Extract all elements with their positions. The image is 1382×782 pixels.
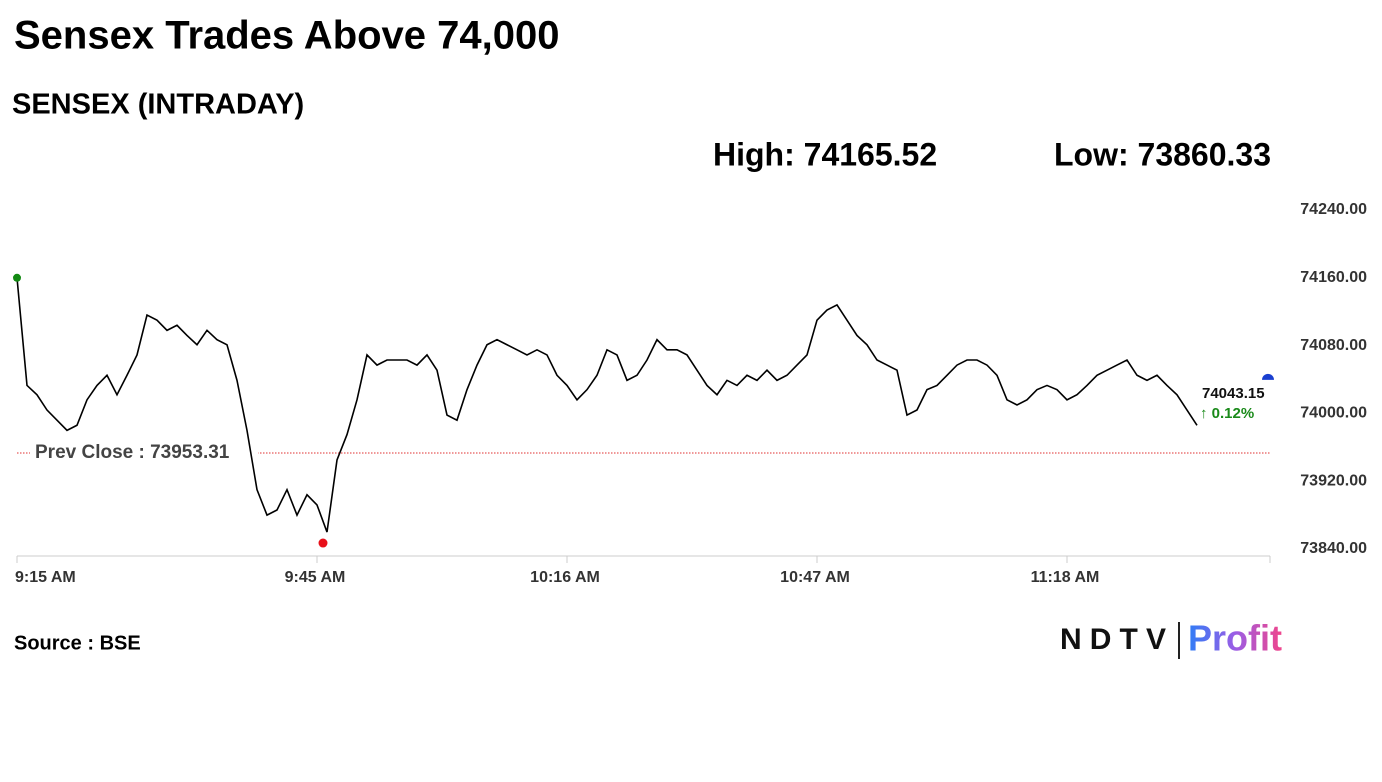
last-marker xyxy=(1262,373,1274,380)
y-tick-label: 73840.00 xyxy=(1300,540,1367,557)
prev-close-label: Prev Close : 73953.31 xyxy=(35,442,230,463)
x-tick-label: 10:47 AM xyxy=(780,569,850,586)
change-label: ↑ 0.12% xyxy=(1200,405,1254,422)
y-tick-label: 74240.00 xyxy=(1300,201,1367,218)
low-marker xyxy=(318,538,328,548)
high-text: High: 74165.52 xyxy=(713,136,937,172)
prev-close-bg xyxy=(30,440,258,465)
y-tick-label: 74000.00 xyxy=(1300,405,1367,422)
open-marker xyxy=(13,273,21,282)
y-tick-label: 74080.00 xyxy=(1300,337,1367,354)
chart-title: Sensex Trades Above 74,000 xyxy=(14,14,560,58)
x-tick-label: 11:18 AM xyxy=(1031,569,1100,586)
logo-right: Profit xyxy=(1188,618,1282,659)
x-tick-label: 9:45 AM xyxy=(285,569,346,586)
last-label: 74043.15 xyxy=(1202,385,1265,402)
source: Source : BSE xyxy=(14,632,141,654)
y-tick-label: 73920.00 xyxy=(1300,472,1367,489)
price-line xyxy=(16,277,1198,533)
y-tick-label: 74160.00 xyxy=(1300,269,1367,286)
x-tick-label: 9:15 AM xyxy=(15,569,76,586)
logo-left: NDTV xyxy=(1060,623,1166,656)
chart-subtitle: SENSEX (INTRADAY) xyxy=(12,89,304,121)
low-text: Low: 73860.33 xyxy=(1054,136,1271,172)
x-tick-label: 10:16 AM xyxy=(530,569,600,586)
